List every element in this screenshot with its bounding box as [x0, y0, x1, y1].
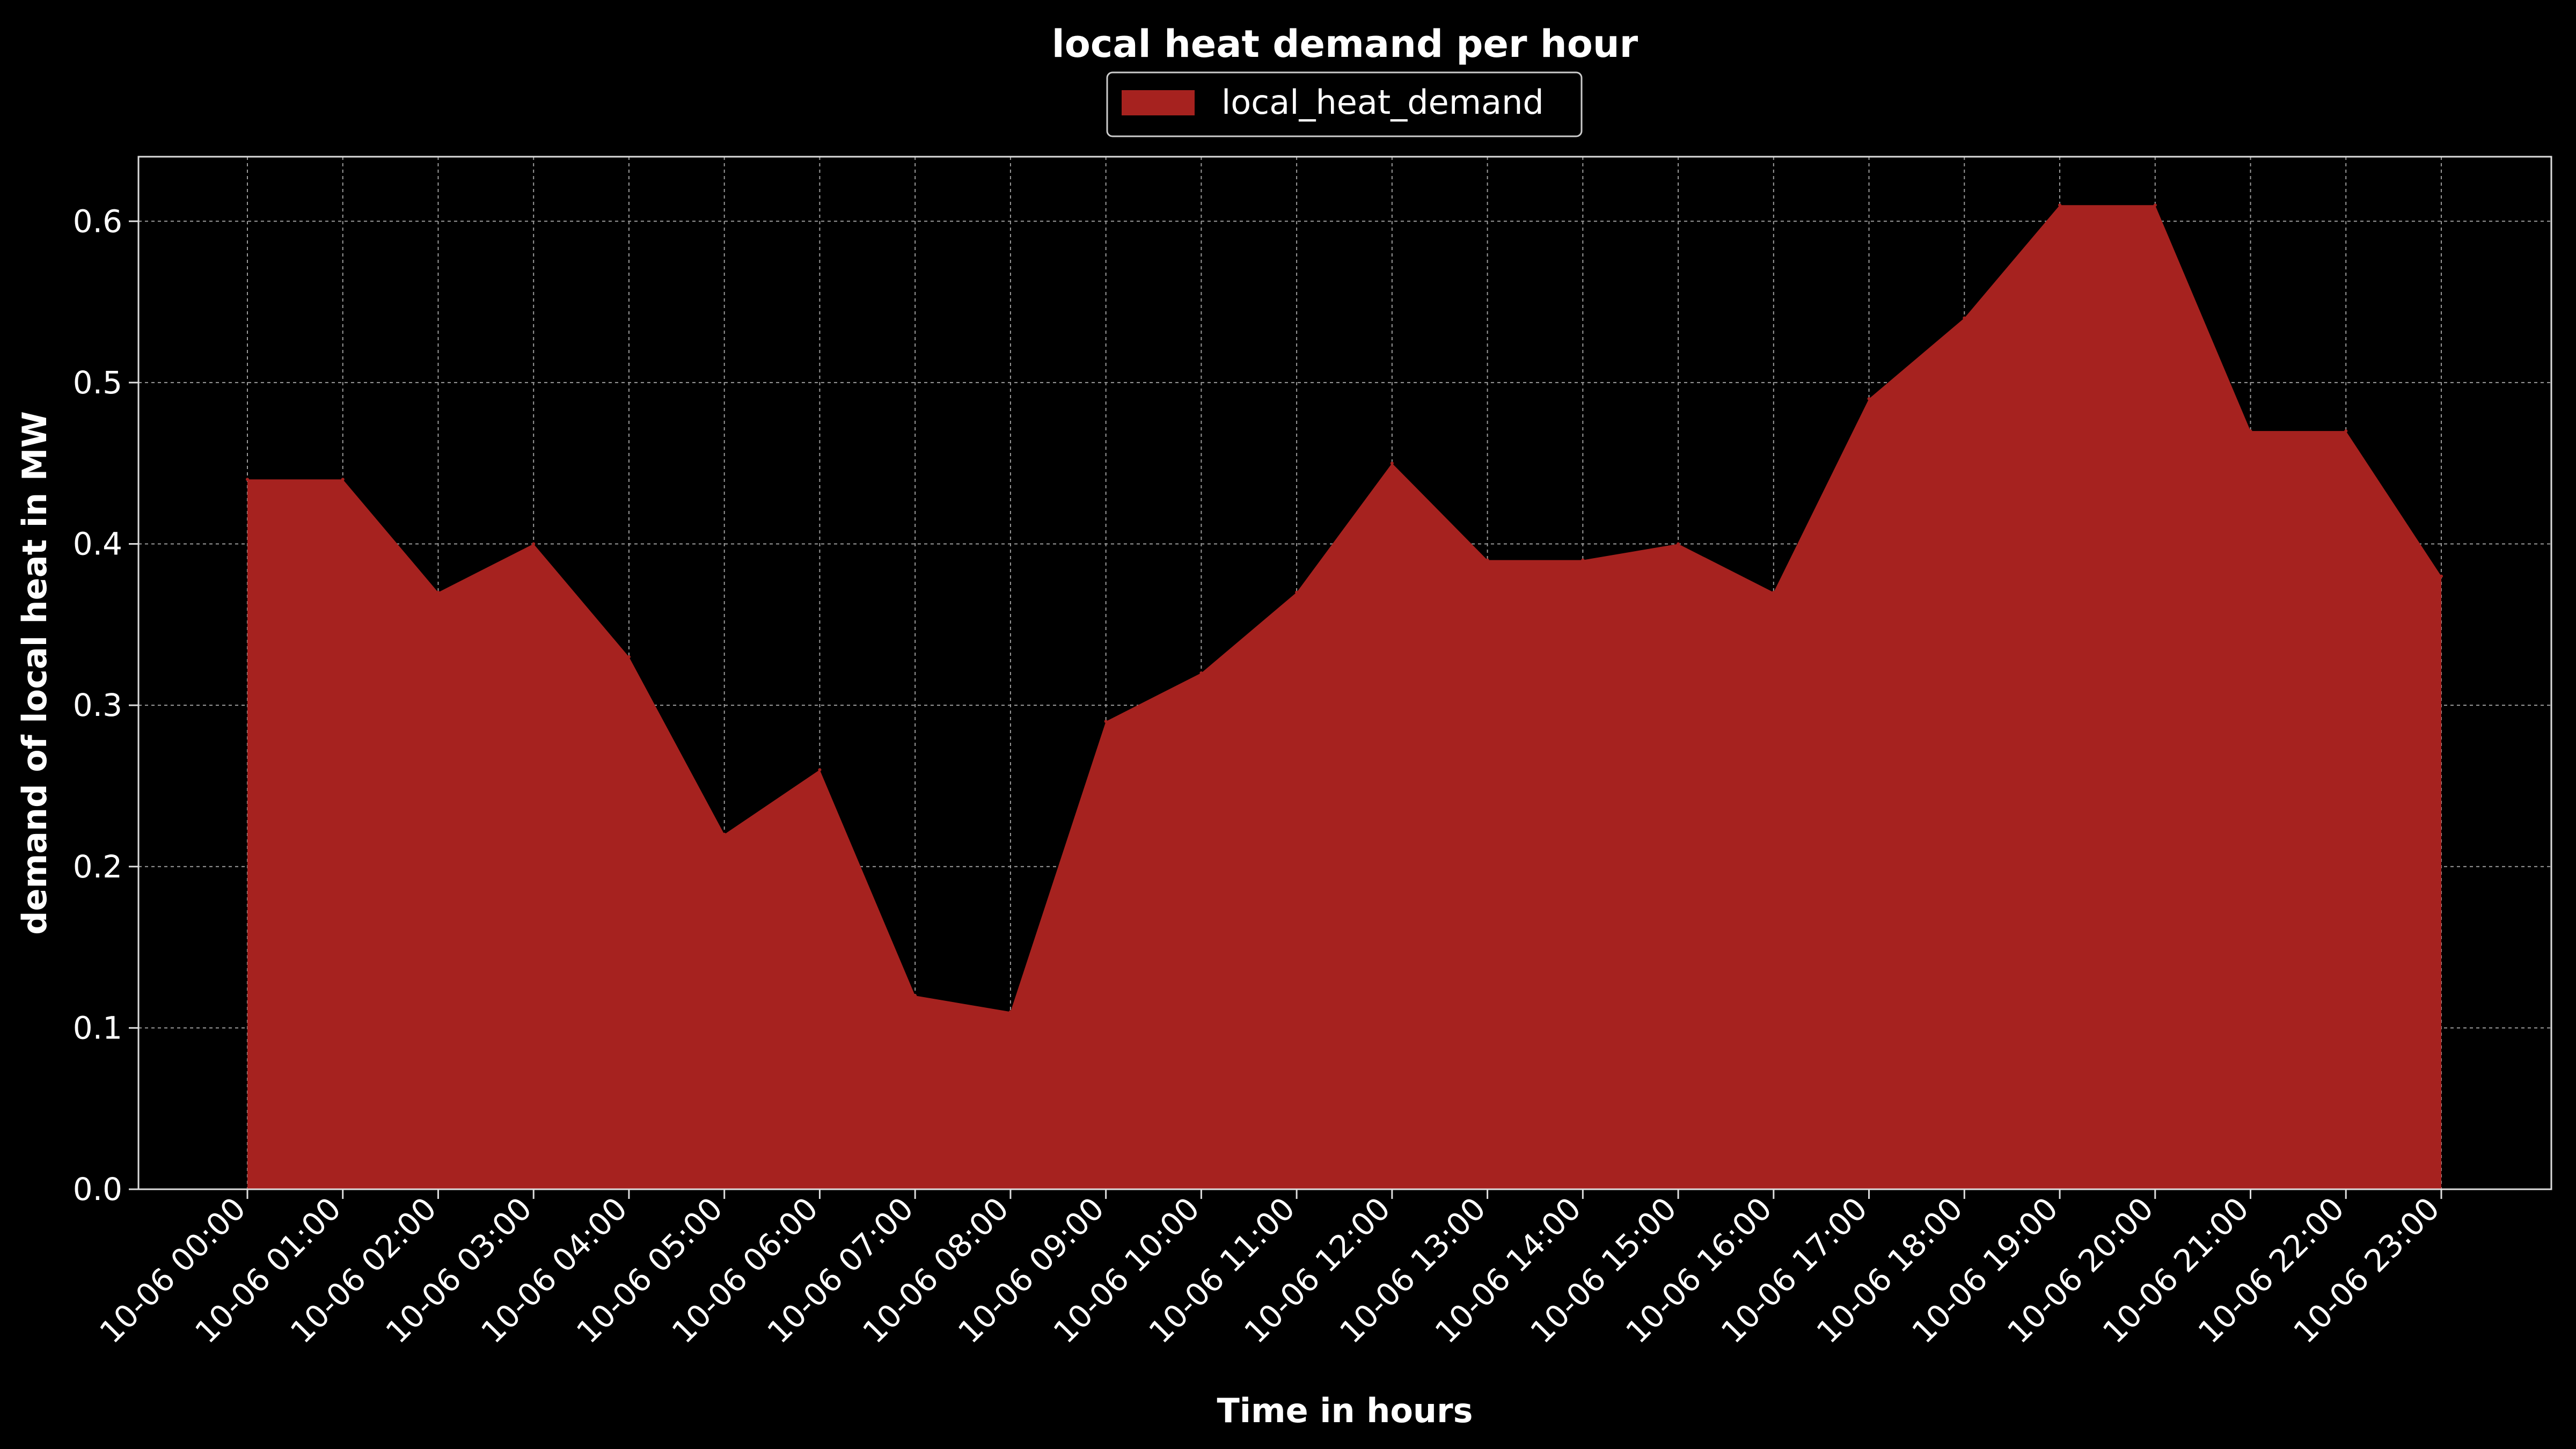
legend-swatch: [1122, 90, 1195, 115]
data-point: [1295, 590, 1299, 594]
data-point: [2058, 203, 2062, 207]
y-tick-label: 0.5: [73, 364, 122, 401]
y-tick-label: 0.0: [73, 1171, 122, 1208]
data-point: [1199, 671, 1203, 675]
data-point: [1008, 1010, 1012, 1014]
x-axis-label: Time in hours: [1217, 1391, 1473, 1430]
area-series-local_heat_demand: [247, 205, 2441, 1189]
data-point: [1867, 397, 1871, 400]
plot-frame: [137, 156, 2552, 1190]
data-point: [627, 655, 631, 658]
y-tick-label: 0.4: [73, 526, 122, 562]
y-tick-label: 0.6: [73, 203, 122, 239]
area-layer: [246, 203, 2443, 1189]
y-tick-label: 0.2: [73, 848, 122, 885]
data-point: [341, 478, 345, 481]
legend: local_heat_demand: [1106, 71, 1583, 137]
data-point: [1677, 542, 1680, 546]
legend-box: [1106, 71, 1583, 137]
data-point: [818, 768, 822, 772]
data-point: [2249, 429, 2252, 433]
legend-label: local_heat_demand: [1221, 83, 1544, 122]
chart-title: local heat demand per hour: [1052, 22, 1638, 66]
y-axis-label: demand of local heat in MW: [15, 411, 54, 935]
data-point: [2344, 429, 2348, 433]
data-point: [722, 832, 726, 836]
data-point: [1485, 558, 1489, 562]
data-point: [1772, 590, 1775, 594]
y-tick-label: 0.3: [73, 687, 122, 723]
data-point: [246, 478, 249, 481]
data-point: [532, 542, 536, 546]
data-point: [1963, 316, 1966, 320]
data-point: [1390, 462, 1394, 465]
y-tick-label: 0.1: [73, 1009, 122, 1046]
data-point: [1104, 720, 1108, 723]
data-point: [913, 994, 917, 998]
data-point: [436, 590, 440, 594]
data-point: [2440, 574, 2443, 578]
y-axis-ticks: 0.0 0.1 0.2 0.3 0.4 0.5 0.6: [73, 203, 138, 1208]
data-point: [2153, 203, 2157, 207]
data-point: [1581, 558, 1585, 562]
